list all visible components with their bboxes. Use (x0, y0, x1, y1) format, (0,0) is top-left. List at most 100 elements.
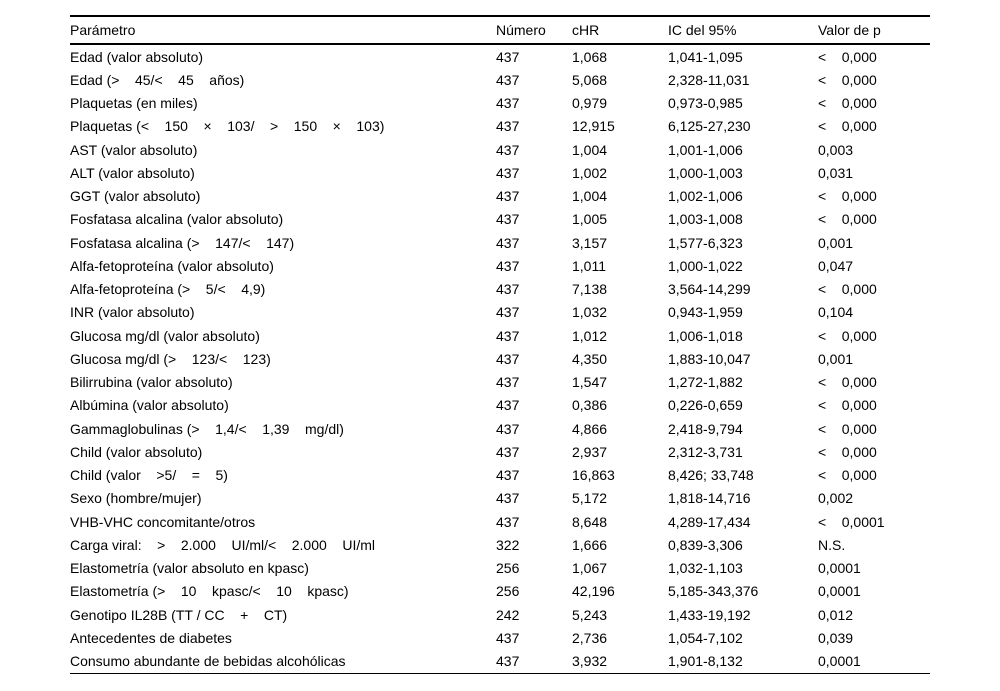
cell-chr: 12,915 (572, 118, 615, 135)
cell-numero: 437 (496, 257, 520, 274)
table-row: Edad (valor absoluto) 437 1,068 1,041-1,… (70, 44, 930, 68)
table-row: Glucosa mg/dl (valor absoluto) 437 1,012… (70, 324, 930, 347)
cell-valor-p: 0,002 (818, 490, 854, 507)
table-row: Child (valor >5/ = 5) 437 16,863 8,426; … (70, 464, 930, 487)
table-row: Alfa-fetoproteína (valor absoluto) 437 1… (70, 254, 930, 277)
cell-numero: 437 (496, 513, 520, 530)
cell-parametro: Antecedentes de diabetes (70, 629, 232, 646)
cell-valor-p: < 0,000 (818, 374, 877, 391)
cell-numero: 437 (496, 164, 520, 181)
table-row: Antecedentes de diabetes 437 2,736 1,054… (70, 626, 930, 649)
cell-parametro: Genotipo IL28B (TT / CC + CT) (70, 606, 288, 623)
cell-ic95: 1,003-1,008 (668, 211, 743, 228)
cell-parametro: GGT (valor absoluto) (70, 188, 201, 205)
cell-chr: 0,386 (572, 397, 608, 414)
cell-ic95: 1,000-1,003 (668, 164, 743, 181)
cell-parametro: INR (valor absoluto) (70, 304, 195, 321)
cell-valor-p: 0,0001 (818, 560, 861, 577)
cell-valor-p: < 0,0001 (818, 513, 885, 530)
cell-chr: 4,350 (572, 350, 608, 367)
cell-chr: 8,648 (572, 513, 608, 530)
table-row: GGT (valor absoluto) 437 1,004 1,002-1,0… (70, 185, 930, 208)
cell-parametro: VHB-VHC concomitante/otros (70, 513, 256, 530)
table-header: Parámetro Número cHR IC del 95% Valor de… (70, 15, 930, 45)
cell-valor-p: < 0,000 (818, 211, 877, 228)
table-row: Child (valor absoluto) 437 2,937 2,312-3… (70, 440, 930, 463)
cell-chr: 1,067 (572, 560, 608, 577)
table-row: Alfa-fetoproteína (> 5/< 4,9) 437 7,138 … (70, 278, 930, 301)
cell-parametro: Sexo (hombre/mujer) (70, 490, 202, 507)
cell-valor-p: < 0,000 (818, 188, 877, 205)
cell-chr: 5,172 (572, 490, 608, 507)
table-row: Consumo abundante de bebidas alcohólicas… (70, 649, 930, 674)
cell-valor-p: < 0,000 (818, 118, 877, 135)
cell-chr: 2,937 (572, 443, 608, 460)
cell-parametro: Child (valor absoluto) (70, 443, 203, 460)
cell-valor-p: < 0,000 (818, 327, 877, 344)
cell-parametro: Fosfatasa alcalina (valor absoluto) (70, 211, 284, 228)
cell-valor-p: 0,001 (818, 350, 854, 367)
cell-numero: 437 (496, 397, 520, 414)
cell-ic95: 1,002-1,006 (668, 188, 743, 205)
cell-parametro: Carga viral: > 2.000 UI/ml/< 2.000 UI/ml (70, 536, 376, 553)
col-header-ic95: IC del 95% (668, 15, 818, 45)
table-row: VHB-VHC concomitante/otros 437 8,648 4,2… (70, 510, 930, 533)
table-row: AST (valor absoluto) 437 1,004 1,001-1,0… (70, 138, 930, 161)
cell-ic95: 1,054-7,102 (668, 629, 743, 646)
cell-ic95: 1,032-1,103 (668, 560, 743, 577)
col-header-parametro: Parámetro (70, 15, 496, 45)
cell-parametro: Glucosa mg/dl (> 123/< 123) (70, 350, 271, 367)
cell-chr: 1,068 (572, 48, 608, 65)
table-row: Glucosa mg/dl (> 123/< 123) 437 4,350 1,… (70, 347, 930, 370)
cell-chr: 1,004 (572, 188, 608, 205)
statistics-table: Parámetro Número cHR IC del 95% Valor de… (70, 15, 930, 674)
table-row: Carga viral: > 2.000 UI/ml/< 2.000 UI/ml… (70, 533, 930, 556)
table-row: Sexo (hombre/mujer) 437 5,172 1,818-14,7… (70, 487, 930, 510)
cell-parametro: Bilirrubina (valor absoluto) (70, 374, 233, 391)
cell-ic95: 2,312-3,731 (668, 443, 743, 460)
cell-numero: 437 (496, 141, 520, 158)
cell-numero: 437 (496, 374, 520, 391)
cell-parametro: Gammaglobulinas (> 1,4/< 1,39 mg/dl) (70, 420, 344, 437)
cell-parametro: Glucosa mg/dl (valor absoluto) (70, 327, 260, 344)
cell-numero: 437 (496, 211, 520, 228)
cell-numero: 437 (496, 443, 520, 460)
cell-parametro: Consumo abundante de bebidas alcohólicas (70, 649, 496, 674)
cell-parametro: Elastometría (valor absoluto en kpasc) (70, 560, 309, 577)
cell-numero: 437 (496, 649, 572, 674)
cell-ic95: 4,289-17,434 (668, 513, 751, 530)
cell-chr: 5,068 (572, 71, 608, 88)
cell-chr: 42,196 (572, 583, 615, 600)
cell-ic95: 0,943-1,959 (668, 304, 743, 321)
cell-ic95: 1,006-1,018 (668, 327, 743, 344)
cell-ic95: 0,226-0,659 (668, 397, 743, 414)
cell-chr: 1,011 (572, 257, 606, 274)
table-row: Gammaglobulinas (> 1,4/< 1,39 mg/dl) 437… (70, 417, 930, 440)
cell-parametro: Edad (> 45/< 45 años) (70, 71, 245, 88)
cell-valor-p: 0,001 (818, 234, 854, 251)
cell-numero: 437 (496, 188, 520, 205)
cell-parametro: Albúmina (valor absoluto) (70, 397, 229, 414)
cell-ic95: 6,125-27,230 (668, 118, 751, 135)
cell-numero: 437 (496, 420, 520, 437)
cell-valor-p: 0,012 (818, 606, 854, 623)
table-row: Plaquetas (en miles) 437 0,979 0,973-0,9… (70, 92, 930, 115)
cell-ic95: 2,328-11,031 (668, 71, 750, 88)
cell-parametro: Child (valor >5/ = 5) (70, 467, 228, 484)
col-header-numero: Número (496, 15, 572, 45)
cell-ic95: 8,426; 33,748 (668, 467, 754, 484)
table-row: Plaquetas (< 150 × 103/ > 150 × 103) 437… (70, 115, 930, 138)
cell-chr: 1,032 (572, 304, 608, 321)
cell-chr: 16,863 (572, 467, 615, 484)
cell-numero: 437 (496, 234, 520, 251)
cell-ic95: 1,041-1,095 (668, 48, 743, 65)
cell-parametro: AST (valor absoluto) (70, 141, 198, 158)
cell-valor-p: < 0,000 (818, 71, 877, 88)
cell-chr: 5,243 (572, 606, 608, 623)
cell-valor-p: < 0,000 (818, 397, 877, 414)
cell-valor-p: < 0,000 (818, 467, 877, 484)
cell-chr: 7,138 (572, 281, 608, 298)
cell-ic95: 0,973-0,985 (668, 95, 743, 112)
cell-numero: 437 (496, 467, 520, 484)
